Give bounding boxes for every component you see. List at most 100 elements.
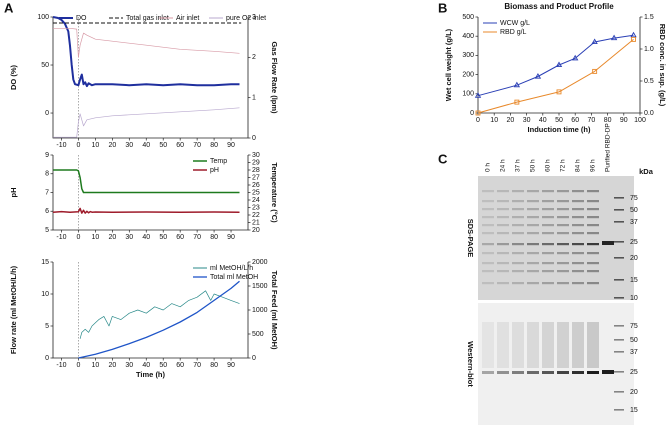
y2-tick-label: 0 bbox=[252, 355, 256, 362]
gel-band bbox=[527, 243, 539, 246]
gel-band bbox=[527, 216, 539, 219]
y2-tick-label: 21 bbox=[252, 219, 260, 226]
blot-band bbox=[527, 371, 539, 374]
gel-band bbox=[497, 243, 509, 246]
gel-band bbox=[572, 243, 584, 246]
western-blot bbox=[478, 303, 634, 425]
sds-gel bbox=[478, 176, 634, 300]
marker-label: 37 bbox=[630, 219, 638, 226]
ladder-band bbox=[614, 351, 624, 353]
y-tick-label: 0 bbox=[45, 110, 49, 117]
y2-tick-label: 26 bbox=[252, 182, 260, 189]
lane-label: 37 h bbox=[515, 159, 522, 172]
gel-band bbox=[587, 224, 599, 227]
y2-tick-label: 1.0 bbox=[644, 46, 654, 53]
x-tick-label: 40 bbox=[142, 362, 150, 369]
y-tick-label: 15 bbox=[41, 259, 49, 266]
marker bbox=[475, 110, 481, 116]
gel-band bbox=[482, 200, 494, 203]
gel-band bbox=[482, 190, 494, 193]
x-tick-label: 60 bbox=[176, 234, 184, 241]
lane-label: 84 h bbox=[575, 159, 582, 172]
marker bbox=[555, 61, 563, 68]
x-tick-label: 90 bbox=[620, 117, 628, 124]
gel-band bbox=[542, 190, 554, 193]
y-tick-label: 100 bbox=[37, 14, 49, 21]
y2-tick-label: 1 bbox=[252, 95, 256, 102]
ladder-band bbox=[614, 209, 624, 211]
gel-band bbox=[587, 252, 599, 255]
gel-band bbox=[557, 216, 569, 219]
gel-band bbox=[557, 262, 569, 265]
gel-band bbox=[572, 208, 584, 211]
gel-band bbox=[497, 252, 509, 255]
y2-tick-label: 28 bbox=[252, 167, 260, 174]
gel-band bbox=[587, 243, 599, 246]
x-tick-label: 70 bbox=[193, 142, 201, 149]
gel-band bbox=[497, 208, 509, 211]
marker-label: 75 bbox=[630, 323, 638, 330]
blot-band bbox=[602, 370, 614, 374]
y2-tick-label: 0 bbox=[252, 135, 256, 142]
series-line bbox=[477, 39, 634, 114]
lane-label: 60 h bbox=[545, 159, 552, 172]
x-tick-label: 10 bbox=[490, 117, 498, 124]
marker bbox=[631, 36, 636, 42]
gel-band bbox=[482, 208, 494, 211]
gel-band bbox=[557, 243, 569, 246]
lane-label: 24 h bbox=[500, 159, 507, 172]
series-line bbox=[79, 290, 240, 339]
y-tick-label: 0 bbox=[45, 355, 49, 362]
gel-band bbox=[512, 243, 524, 246]
x-tick-label: 40 bbox=[142, 142, 150, 149]
gel-band bbox=[527, 200, 539, 203]
gel-band bbox=[587, 216, 599, 219]
legend-label: DO bbox=[76, 15, 87, 22]
x-tick-label: 70 bbox=[193, 234, 201, 241]
x-tick-label: 80 bbox=[604, 117, 612, 124]
gel-band bbox=[512, 208, 524, 211]
x-tick-label: 50 bbox=[159, 362, 167, 369]
blot-smear bbox=[497, 322, 509, 368]
series-line bbox=[52, 207, 240, 214]
x-tick-label: 100 bbox=[634, 117, 646, 124]
gel-band bbox=[572, 216, 584, 219]
gel-band bbox=[512, 216, 524, 219]
x-tick-label: -10 bbox=[56, 234, 66, 241]
y-tick-label: 100 bbox=[462, 91, 474, 98]
gel-band bbox=[557, 200, 569, 203]
gel-band bbox=[557, 232, 569, 235]
blot-band bbox=[587, 371, 599, 374]
y-tick-label: 10 bbox=[41, 291, 49, 298]
gel-band bbox=[512, 282, 524, 285]
gel-band bbox=[587, 270, 599, 273]
y-tick-label: 500 bbox=[462, 14, 474, 21]
x-tick-label: 70 bbox=[193, 362, 201, 369]
gel-label: SDS-PAGE bbox=[466, 219, 475, 258]
panel-letter: B bbox=[438, 0, 447, 15]
lane-label: 50 h bbox=[530, 159, 537, 172]
x-tick-label: -10 bbox=[56, 142, 66, 149]
gel-band bbox=[482, 282, 494, 285]
x-tick-label: 50 bbox=[159, 234, 167, 241]
gel-band bbox=[557, 282, 569, 285]
x-tick-label: 70 bbox=[588, 117, 596, 124]
blot-smear bbox=[527, 322, 539, 368]
y2-tick-label: 1000 bbox=[252, 307, 268, 314]
x-tick-label: 60 bbox=[571, 117, 579, 124]
gel-band bbox=[572, 262, 584, 265]
legend-label: pH bbox=[210, 167, 219, 174]
lane-label: 0 h bbox=[485, 163, 492, 172]
gel-band bbox=[512, 262, 524, 265]
gel-band bbox=[497, 232, 509, 235]
gel-band bbox=[527, 190, 539, 193]
gel-band bbox=[602, 241, 614, 245]
legend-label: RBD g/L bbox=[500, 29, 527, 36]
x-tick-label: 80 bbox=[210, 142, 218, 149]
marker bbox=[513, 81, 521, 88]
y-tick-label: 6 bbox=[45, 208, 49, 215]
x-tick-label: 20 bbox=[108, 234, 116, 241]
legend-label: Temp bbox=[210, 158, 227, 165]
x-tick-label: 50 bbox=[555, 117, 563, 124]
y2-tick-label: 1500 bbox=[252, 283, 268, 290]
